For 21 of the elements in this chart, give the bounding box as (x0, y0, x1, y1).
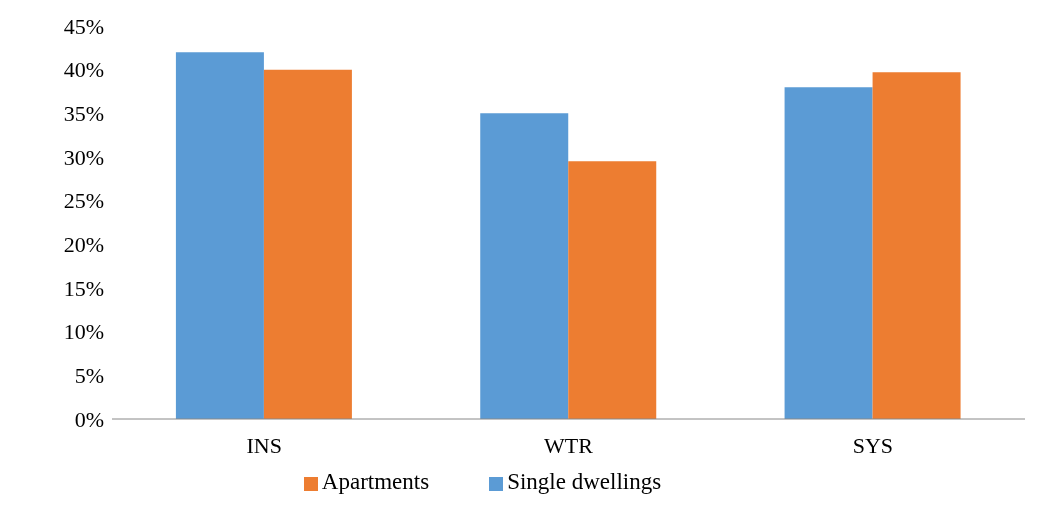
bar (872, 72, 961, 419)
y-tick-label: 30% (63, 144, 104, 170)
x-tick-label: INS (246, 432, 282, 458)
y-tick-label: 20% (63, 232, 104, 258)
bar (175, 52, 264, 419)
y-tick-label: 35% (63, 101, 104, 127)
x-tick-label: WTR (544, 432, 594, 458)
y-tick-label: 15% (63, 275, 104, 301)
bar (480, 113, 569, 419)
x-tick-label: SYS (852, 432, 894, 458)
y-tick-label: 10% (63, 319, 104, 345)
bar (568, 161, 657, 419)
y-tick-label: 45% (63, 13, 104, 39)
y-tick-label: 0% (74, 406, 104, 432)
bar (263, 69, 352, 419)
legend-label: Single dwellings (507, 469, 662, 494)
y-tick-label: 5% (74, 363, 104, 389)
legend-label: Apartments (321, 469, 430, 494)
y-tick-label: 40% (63, 57, 104, 83)
y-tick-label: 25% (63, 188, 104, 214)
bar (784, 87, 873, 419)
